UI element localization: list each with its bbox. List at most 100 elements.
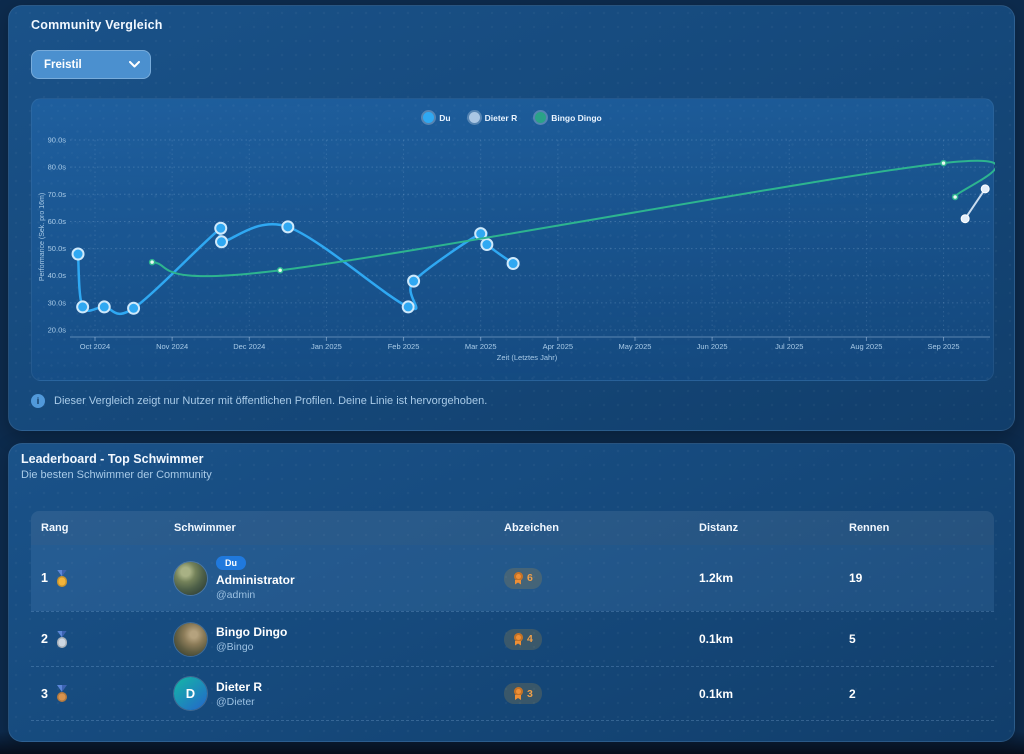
column-header-rang: Rang — [41, 522, 69, 534]
performance-line-chart[interactable]: 20.0s 30.0s 40.0s 50.0s 60.0s 70.0s 80.0s 90.0s… — [32, 99, 995, 382]
rank-number: 1 — [41, 571, 48, 585]
data-point-du[interactable] — [401, 300, 415, 314]
x-tick-label: Sep 2025 — [927, 342, 959, 351]
y-tick-label: 30.0s — [48, 298, 67, 307]
y-axis-title: Performance (Sek. pro 16m) — [39, 193, 46, 281]
data-point-du[interactable] — [127, 301, 141, 315]
races-cell: 19 — [849, 571, 863, 585]
data-point-bingo-dingo[interactable] — [148, 258, 156, 266]
table-row-rank-1[interactable]: 1 Du Administrator @admin 6 1.2km 19 — [31, 545, 994, 611]
distance-cell: 0.1km — [699, 686, 734, 701]
badge-count: 3 — [527, 687, 533, 700]
swimmer-name: Bingo Dingo — [216, 625, 288, 639]
table-row-rank-3[interactable]: 3 D Dieter R @Dieter 3 0.1km 2 — [31, 666, 994, 721]
table-row-rank-2[interactable]: 2 Bingo Dingo @Bingo 4 0.1km 5 — [31, 611, 994, 666]
data-point-dieter-r[interactable] — [960, 214, 970, 224]
y-tick-label: 50.0s — [48, 244, 67, 253]
legend-item-du[interactable]: Du — [423, 112, 451, 123]
badges-cell: 4 — [494, 628, 689, 650]
leaderboard-card: Leaderboard - Top Schwimmer Die besten S… — [8, 443, 1015, 742]
leaderboard-header-row: Rang Schwimmer Abzeichen Distanz Rennen — [31, 511, 994, 545]
leaderboard-table: Rang Schwimmer Abzeichen Distanz Rennen 1 Du A… — [31, 511, 994, 721]
badges-cell: 6 — [494, 567, 689, 589]
data-point-du[interactable] — [281, 220, 295, 234]
column-header-rennen: Rennen — [849, 522, 890, 534]
swimmer-cell: Bingo Dingo @Bingo — [164, 622, 494, 656]
badge-pill: 4 — [504, 628, 542, 650]
swimmer-info: Bingo Dingo @Bingo — [216, 625, 287, 653]
info-icon: i — [31, 394, 45, 408]
swimmer-name: Administrator — [216, 572, 295, 587]
stroke-select[interactable]: Freistil — [31, 50, 151, 79]
rank-cell: 3 — [31, 685, 164, 702]
legend-item-dieter-r[interactable]: Dieter R — [468, 112, 518, 123]
leaderboard-subtitle: Die besten Schwimmer der Community — [21, 469, 212, 481]
races-cell: 2 — [849, 686, 856, 701]
y-tick-label: 20.0s — [48, 326, 67, 335]
x-tick-label: Jan 2025 — [311, 342, 342, 351]
races-cell: 5 — [849, 632, 856, 646]
data-point-bingo-dingo[interactable] — [276, 267, 284, 274]
stroke-select-value: Freistil — [44, 58, 82, 71]
swimmer-cell: Du Administrator @admin — [164, 555, 494, 601]
you-badge: Du — [216, 555, 246, 570]
y-tick-label: 60.0s — [48, 217, 67, 226]
chart-legend: Du Dieter R Bingo Dingo — [32, 112, 993, 123]
data-point-du[interactable] — [71, 247, 85, 261]
column-header-abzeichen: Abzeichen — [504, 522, 560, 534]
chevron-down-icon — [129, 61, 140, 68]
data-point-du[interactable] — [506, 257, 520, 271]
comparison-title: Community Vergleich — [31, 18, 163, 32]
x-axis-title: Zeit (Letztes Jahr) — [497, 353, 558, 362]
swimmer-info: Du Administrator @admin — [216, 555, 295, 601]
data-point-dieter-r[interactable] — [980, 184, 990, 194]
comparison-note: i Dieser Vergleich zeigt nur Nutzer mit … — [31, 394, 487, 408]
rosette-medal-icon — [513, 632, 523, 646]
legend-label: Dieter R — [484, 112, 518, 123]
silver-medal-icon — [55, 630, 69, 648]
legend-dot-icon — [535, 112, 547, 123]
data-point-du[interactable] — [407, 274, 421, 288]
swimmer-handle: @Bingo — [216, 641, 254, 653]
legend-dot-icon — [423, 112, 435, 123]
avatar — [174, 561, 207, 595]
rosette-medal-icon — [513, 571, 523, 585]
y-tick-label: 80.0s — [48, 163, 67, 172]
community-vergleich-card: Community Vergleich Freistil Du Dieter R B… — [8, 5, 1015, 431]
y-tick-label: 70.0s — [48, 190, 67, 199]
column-header-schwimmer: Schwimmer — [174, 522, 236, 534]
swimmer-name: Dieter R — [216, 679, 263, 694]
y-tick-label: 90.0s — [48, 136, 67, 145]
data-point-bingo-dingo[interactable] — [940, 159, 947, 167]
swimmer-handle: @admin — [216, 588, 256, 601]
y-tick-label: 40.0s — [48, 271, 67, 280]
distance-cell: 1.2km — [699, 571, 734, 585]
leaderboard-body: 1 Du Administrator @admin 6 1.2km 19 2 Bingo Din… — [31, 545, 994, 721]
data-point-du[interactable] — [215, 235, 229, 249]
chart-panel: Du Dieter R Bingo Dingo 20.0s 30.0s 40.0s 50.… — [31, 98, 995, 382]
x-tick-label: Jun 2025 — [697, 342, 728, 351]
data-point-du[interactable] — [214, 221, 228, 235]
bronze-medal-icon — [55, 685, 69, 702]
x-tick-label: Dec 2024 — [233, 342, 265, 351]
data-point-du[interactable] — [76, 300, 90, 314]
rank-cell: 1 — [31, 569, 164, 587]
data-point-du[interactable] — [480, 238, 494, 252]
x-tick-label: Feb 2025 — [388, 342, 420, 351]
rosette-medal-icon — [513, 687, 523, 700]
data-point-bingo-dingo[interactable] — [951, 193, 959, 201]
x-tick-label: Aug 2025 — [850, 342, 882, 351]
badge-count: 4 — [527, 633, 533, 645]
data-point-du[interactable] — [97, 300, 111, 314]
leaderboard-title: Leaderboard - Top Schwimmer — [21, 452, 204, 466]
distance-cell: 0.1km — [699, 632, 734, 646]
rank-number: 3 — [41, 686, 48, 701]
badge-pill: 3 — [504, 683, 542, 704]
series-line-bingo-dingo — [151, 159, 995, 278]
column-header-distanz: Distanz — [699, 522, 739, 534]
comparison-note-text: Dieser Vergleich zeigt nur Nutzer mit öf… — [54, 395, 488, 407]
x-tick-label: Apr 2025 — [543, 342, 573, 351]
legend-item-bingo-dingo[interactable]: Bingo Dingo — [535, 112, 602, 123]
legend-dot-icon — [468, 112, 480, 123]
